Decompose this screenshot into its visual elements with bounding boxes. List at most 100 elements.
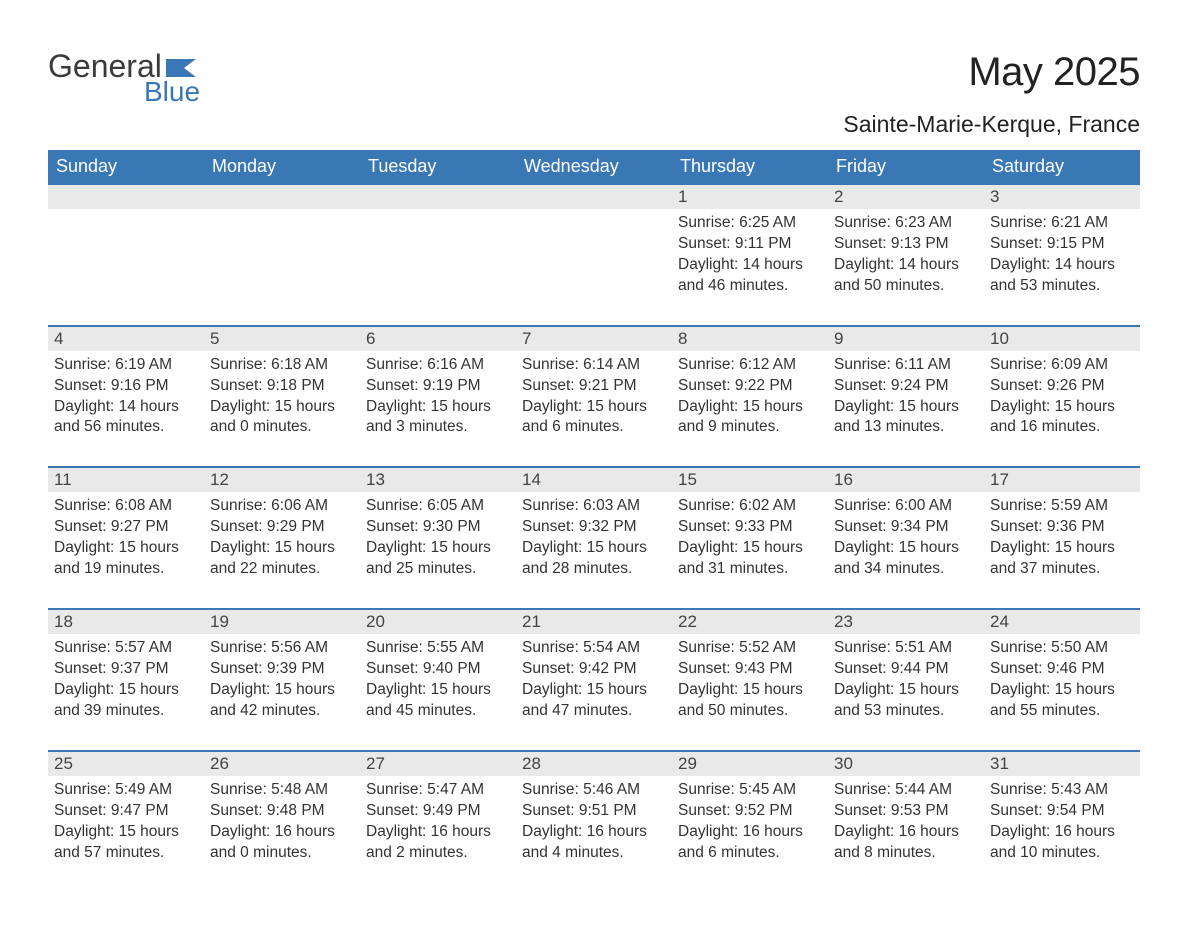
daylight-text: Daylight: 15 hours and 37 minutes. (990, 538, 1134, 580)
sunset-text: Sunset: 9:54 PM (990, 801, 1134, 822)
day-cell: 24Sunrise: 5:50 AMSunset: 9:46 PMDayligh… (984, 609, 1140, 751)
day-number: 14 (516, 468, 672, 492)
sunrise-text: Sunrise: 5:55 AM (366, 638, 510, 659)
sunset-text: Sunset: 9:30 PM (366, 517, 510, 538)
day-cell: 4Sunrise: 6:19 AMSunset: 9:16 PMDaylight… (48, 326, 204, 468)
sunrise-text: Sunrise: 6:23 AM (834, 213, 978, 234)
day-cell: 22Sunrise: 5:52 AMSunset: 9:43 PMDayligh… (672, 609, 828, 751)
day-number: 23 (828, 610, 984, 634)
daylight-text: Daylight: 15 hours and 19 minutes. (54, 538, 198, 580)
sunrise-text: Sunrise: 6:00 AM (834, 496, 978, 517)
sunset-text: Sunset: 9:39 PM (210, 659, 354, 680)
sunrise-text: Sunrise: 5:52 AM (678, 638, 822, 659)
day-cell (204, 184, 360, 326)
sunrise-text: Sunrise: 5:50 AM (990, 638, 1134, 659)
sunrise-text: Sunrise: 5:54 AM (522, 638, 666, 659)
sunset-text: Sunset: 9:51 PM (522, 801, 666, 822)
day-body: Sunrise: 5:51 AMSunset: 9:44 PMDaylight:… (828, 634, 984, 750)
sunrise-text: Sunrise: 5:49 AM (54, 780, 198, 801)
sunrise-text: Sunrise: 6:05 AM (366, 496, 510, 517)
daylight-text: Daylight: 15 hours and 42 minutes. (210, 680, 354, 722)
sunset-text: Sunset: 9:43 PM (678, 659, 822, 680)
day-body: Sunrise: 6:05 AMSunset: 9:30 PMDaylight:… (360, 492, 516, 608)
day-cell: 30Sunrise: 5:44 AMSunset: 9:53 PMDayligh… (828, 751, 984, 892)
daylight-text: Daylight: 15 hours and 16 minutes. (990, 397, 1134, 439)
day-number (516, 185, 672, 209)
sunset-text: Sunset: 9:19 PM (366, 376, 510, 397)
daylight-text: Daylight: 15 hours and 31 minutes. (678, 538, 822, 580)
day-number: 7 (516, 327, 672, 351)
sunset-text: Sunset: 9:46 PM (990, 659, 1134, 680)
day-cell: 18Sunrise: 5:57 AMSunset: 9:37 PMDayligh… (48, 609, 204, 751)
day-number: 18 (48, 610, 204, 634)
daylight-text: Daylight: 14 hours and 50 minutes. (834, 255, 978, 297)
sunset-text: Sunset: 9:36 PM (990, 517, 1134, 538)
sunrise-text: Sunrise: 6:19 AM (54, 355, 198, 376)
day-cell (516, 184, 672, 326)
sunset-text: Sunset: 9:42 PM (522, 659, 666, 680)
day-cell: 17Sunrise: 5:59 AMSunset: 9:36 PMDayligh… (984, 467, 1140, 609)
day-cell (360, 184, 516, 326)
sunrise-text: Sunrise: 6:08 AM (54, 496, 198, 517)
sunrise-text: Sunrise: 6:12 AM (678, 355, 822, 376)
daylight-text: Daylight: 16 hours and 0 minutes. (210, 822, 354, 864)
day-cell: 10Sunrise: 6:09 AMSunset: 9:26 PMDayligh… (984, 326, 1140, 468)
day-number: 28 (516, 752, 672, 776)
daylight-text: Daylight: 15 hours and 13 minutes. (834, 397, 978, 439)
sunset-text: Sunset: 9:52 PM (678, 801, 822, 822)
sunset-text: Sunset: 9:13 PM (834, 234, 978, 255)
daylight-text: Daylight: 15 hours and 47 minutes. (522, 680, 666, 722)
daylight-text: Daylight: 14 hours and 46 minutes. (678, 255, 822, 297)
day-cell: 8Sunrise: 6:12 AMSunset: 9:22 PMDaylight… (672, 326, 828, 468)
day-number: 11 (48, 468, 204, 492)
week-row: 1Sunrise: 6:25 AMSunset: 9:11 PMDaylight… (48, 184, 1140, 326)
day-number (48, 185, 204, 209)
sunset-text: Sunset: 9:47 PM (54, 801, 198, 822)
daylight-text: Daylight: 15 hours and 22 minutes. (210, 538, 354, 580)
day-number: 2 (828, 185, 984, 209)
day-body: Sunrise: 5:46 AMSunset: 9:51 PMDaylight:… (516, 776, 672, 892)
day-body (516, 209, 672, 241)
sunset-text: Sunset: 9:34 PM (834, 517, 978, 538)
daylight-text: Daylight: 16 hours and 10 minutes. (990, 822, 1134, 864)
sunrise-text: Sunrise: 6:06 AM (210, 496, 354, 517)
daylight-text: Daylight: 15 hours and 34 minutes. (834, 538, 978, 580)
week-row: 18Sunrise: 5:57 AMSunset: 9:37 PMDayligh… (48, 609, 1140, 751)
header: General Blue May 2025 Sainte-Marie-Kerqu… (48, 50, 1140, 146)
day-body: Sunrise: 5:57 AMSunset: 9:37 PMDaylight:… (48, 634, 204, 750)
daylight-text: Daylight: 15 hours and 9 minutes. (678, 397, 822, 439)
day-body: Sunrise: 6:25 AMSunset: 9:11 PMDaylight:… (672, 209, 828, 325)
week-row: 25Sunrise: 5:49 AMSunset: 9:47 PMDayligh… (48, 751, 1140, 892)
day-cell (48, 184, 204, 326)
day-number: 25 (48, 752, 204, 776)
day-body: Sunrise: 5:47 AMSunset: 9:49 PMDaylight:… (360, 776, 516, 892)
calendar-table: Sunday Monday Tuesday Wednesday Thursday… (48, 150, 1140, 891)
daylight-text: Daylight: 16 hours and 4 minutes. (522, 822, 666, 864)
sunrise-text: Sunrise: 5:51 AM (834, 638, 978, 659)
day-cell: 7Sunrise: 6:14 AMSunset: 9:21 PMDaylight… (516, 326, 672, 468)
day-header: Monday (204, 150, 360, 184)
day-body: Sunrise: 6:19 AMSunset: 9:16 PMDaylight:… (48, 351, 204, 467)
day-cell: 21Sunrise: 5:54 AMSunset: 9:42 PMDayligh… (516, 609, 672, 751)
daylight-text: Daylight: 14 hours and 56 minutes. (54, 397, 198, 439)
day-body: Sunrise: 5:44 AMSunset: 9:53 PMDaylight:… (828, 776, 984, 892)
sunrise-text: Sunrise: 5:48 AM (210, 780, 354, 801)
sunset-text: Sunset: 9:40 PM (366, 659, 510, 680)
week-row: 11Sunrise: 6:08 AMSunset: 9:27 PMDayligh… (48, 467, 1140, 609)
day-cell: 13Sunrise: 6:05 AMSunset: 9:30 PMDayligh… (360, 467, 516, 609)
day-cell: 31Sunrise: 5:43 AMSunset: 9:54 PMDayligh… (984, 751, 1140, 892)
sunset-text: Sunset: 9:26 PM (990, 376, 1134, 397)
day-body: Sunrise: 5:43 AMSunset: 9:54 PMDaylight:… (984, 776, 1140, 892)
day-body (48, 209, 204, 241)
sunrise-text: Sunrise: 6:09 AM (990, 355, 1134, 376)
day-body: Sunrise: 5:55 AMSunset: 9:40 PMDaylight:… (360, 634, 516, 750)
day-cell: 27Sunrise: 5:47 AMSunset: 9:49 PMDayligh… (360, 751, 516, 892)
daylight-text: Daylight: 16 hours and 2 minutes. (366, 822, 510, 864)
daylight-text: Daylight: 15 hours and 3 minutes. (366, 397, 510, 439)
day-number: 12 (204, 468, 360, 492)
daylight-text: Daylight: 15 hours and 50 minutes. (678, 680, 822, 722)
daylight-text: Daylight: 15 hours and 57 minutes. (54, 822, 198, 864)
sunrise-text: Sunrise: 5:45 AM (678, 780, 822, 801)
sunset-text: Sunset: 9:22 PM (678, 376, 822, 397)
day-header: Saturday (984, 150, 1140, 184)
